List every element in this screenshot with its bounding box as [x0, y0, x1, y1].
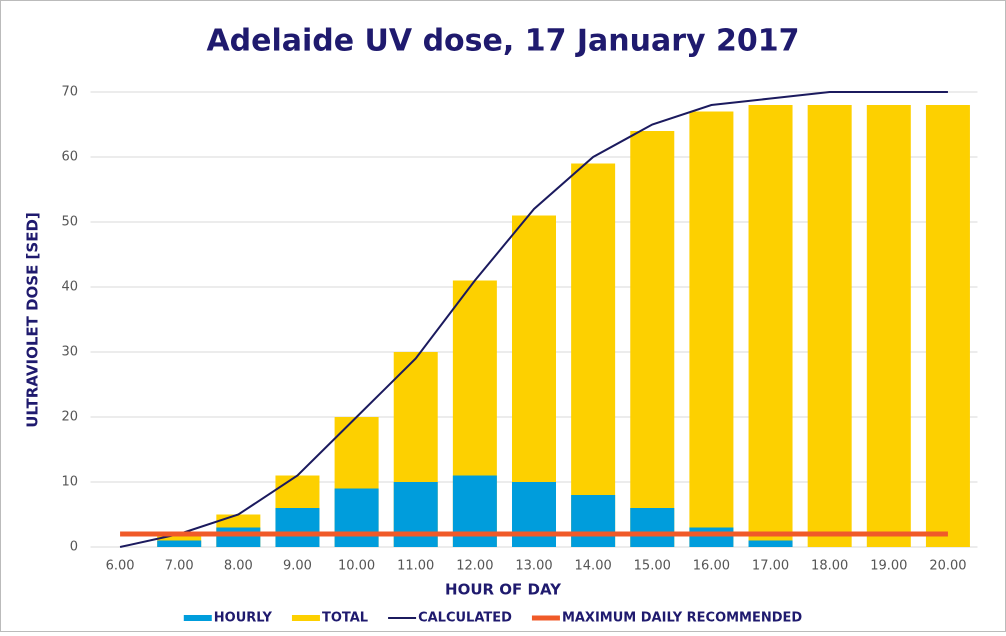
bar — [689, 527, 734, 547]
bar — [630, 131, 675, 547]
y-axis-title: ULTRAVIOLET DOSE [SED] — [24, 212, 42, 428]
line — [119, 91, 948, 548]
bar — [571, 163, 616, 547]
x-tick-label: 11.00 — [397, 559, 434, 574]
y-tick-label: 10 — [61, 475, 78, 490]
x-tick-label: 10.00 — [338, 559, 375, 574]
bar — [807, 105, 852, 547]
bar — [157, 540, 202, 547]
x-tick-label: 6.00 — [106, 559, 135, 574]
bar — [925, 105, 970, 547]
bar — [216, 527, 261, 547]
bar — [512, 482, 556, 547]
bar — [571, 495, 616, 547]
bar — [748, 105, 793, 547]
y-tick-label: 50 — [61, 215, 78, 230]
bar — [275, 508, 320, 547]
bar — [393, 482, 438, 547]
chart-title: Adelaide UV dose, 17 January 2017 — [206, 24, 799, 59]
bar — [689, 111, 734, 547]
x-tick-label: 7.00 — [165, 559, 194, 574]
y-tick-label: 40 — [61, 280, 78, 295]
legend-label: MAXIMUM DAILY RECOMMENDED — [562, 611, 802, 626]
bar — [334, 488, 379, 547]
x-tick-label: 20.00 — [929, 559, 966, 574]
legend-swatch — [531, 615, 560, 621]
x-tick-label: 8.00 — [224, 559, 253, 574]
x-tick-label: 12.00 — [456, 559, 493, 574]
legend-label: CALCULATED — [418, 611, 512, 626]
x-tick-label: 18.00 — [811, 559, 848, 574]
legend-label: TOTAL — [322, 611, 368, 626]
y-tick-label: 30 — [61, 345, 78, 360]
x-tick-label: 16.00 — [693, 559, 730, 574]
legend-label: HOURLY — [214, 611, 273, 626]
x-tick-label: 19.00 — [870, 559, 907, 574]
bar — [630, 508, 675, 547]
x-tick-label: 15.00 — [634, 559, 671, 574]
x-tick-label: 17.00 — [752, 559, 789, 574]
x-tick-label: 14.00 — [575, 559, 612, 574]
bar — [866, 105, 911, 547]
x-axis-title: HOUR OF DAY — [445, 581, 562, 599]
legend-swatch — [183, 615, 212, 621]
legend: HOURLY TOTAL CALCULATED MAXIMUM DAILY RECOM… — [183, 611, 802, 626]
legend-swatch — [291, 615, 320, 621]
y-tick-label: 70 — [61, 85, 78, 100]
x-tick-label: 13.00 — [515, 559, 552, 574]
y-tick-label: 20 — [61, 410, 78, 425]
legend-swatch — [388, 617, 417, 619]
bar — [748, 540, 793, 547]
y-tick-label: 60 — [61, 150, 78, 165]
y-tick-label: 0 — [70, 540, 78, 555]
x-tick-label: 9.00 — [283, 559, 312, 574]
